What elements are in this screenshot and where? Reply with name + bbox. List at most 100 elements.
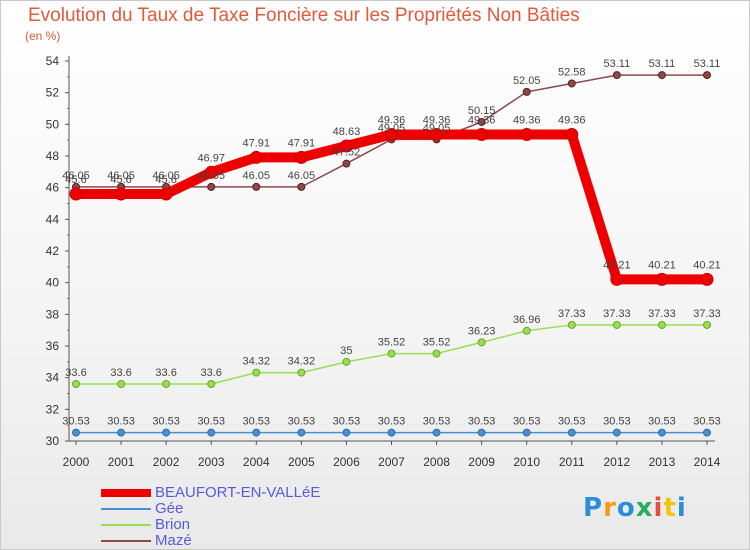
data-point <box>114 187 128 201</box>
x-tick-label: 2006 <box>333 455 360 469</box>
data-label: 30.53 <box>693 416 721 428</box>
data-point <box>297 368 306 377</box>
logo-letter: P <box>583 493 604 523</box>
data-label: 46.05 <box>62 170 90 182</box>
data-point <box>703 428 711 437</box>
data-label: 30.53 <box>107 416 135 428</box>
data-point <box>432 349 441 358</box>
data-point <box>72 428 80 437</box>
data-point <box>252 182 261 191</box>
y-tick-label: 38 <box>46 307 60 321</box>
data-label: 33.6 <box>201 367 222 379</box>
chart-title: Evolution du Taux de Taxe Foncière sur l… <box>28 5 580 26</box>
logo-letter: t <box>663 493 677 523</box>
data-label: 37.33 <box>648 308 676 320</box>
data-point <box>162 428 171 437</box>
data-point <box>432 428 441 437</box>
legend-label: Brion <box>155 516 191 533</box>
data-label: 40.21 <box>693 259 721 271</box>
x-tick-label: 2003 <box>198 455 225 469</box>
y-tick-label: 48 <box>46 149 60 163</box>
data-point <box>207 380 216 388</box>
data-point <box>612 428 621 437</box>
legend-swatch <box>101 540 151 542</box>
data-label: 30.53 <box>423 416 451 428</box>
data-point <box>703 71 711 80</box>
data-label: 47.91 <box>243 137 271 149</box>
data-label: 53.11 <box>603 58 630 70</box>
data-point <box>567 79 576 88</box>
data-label: 36.23 <box>468 325 496 337</box>
data-label: 46.05 <box>243 170 271 182</box>
data-label: 49.36 <box>423 114 451 126</box>
data-point <box>520 127 534 141</box>
y-tick-label: 44 <box>46 212 60 226</box>
data-label: 40.21 <box>603 259 631 271</box>
x-tick-label: 2013 <box>649 455 676 469</box>
data-label: 34.32 <box>243 356 271 368</box>
data-label: 37.33 <box>603 308 631 320</box>
data-label: 30.53 <box>648 416 676 428</box>
x-tick-label: 2007 <box>378 455 405 469</box>
y-tick-label: 54 <box>46 54 60 68</box>
data-label: 46.05 <box>288 170 316 182</box>
data-label: 35.52 <box>423 337 451 349</box>
data-point <box>657 71 666 80</box>
y-tick-label: 46 <box>46 181 60 195</box>
data-point <box>342 428 351 437</box>
data-label: 52.05 <box>513 75 541 87</box>
data-point <box>249 150 263 164</box>
data-label: 36.96 <box>513 314 541 326</box>
legend-item: Mazé <box>101 532 301 549</box>
data-label: 49.36 <box>468 114 496 126</box>
data-point <box>72 380 80 388</box>
data-label: 30.53 <box>62 416 90 428</box>
data-point <box>387 349 396 358</box>
legend-swatch <box>101 524 151 526</box>
data-point <box>475 127 489 141</box>
data-point <box>252 368 261 377</box>
data-point <box>207 428 216 437</box>
y-tick-label: 34 <box>46 371 60 385</box>
proxiti-logo: Proxiti <box>583 493 687 523</box>
data-point <box>69 187 83 201</box>
data-point <box>655 272 669 286</box>
data-point <box>610 272 624 286</box>
data-point <box>700 272 714 286</box>
data-label: 49.05 <box>423 122 451 134</box>
data-label: 53.11 <box>649 58 676 70</box>
data-label: 45.6 <box>110 174 131 186</box>
logo-letter: i <box>676 493 687 523</box>
legend-item: Brion <box>101 516 301 533</box>
data-label: 34.32 <box>288 356 316 368</box>
legend-swatch <box>101 508 151 510</box>
data-point <box>430 127 444 141</box>
legend-swatch <box>101 489 151 497</box>
logo-letter: o <box>616 493 636 523</box>
data-label: 30.53 <box>243 416 271 428</box>
y-tick-label: 40 <box>46 276 60 290</box>
y-tick-label: 42 <box>46 244 60 258</box>
x-tick-label: 2009 <box>468 455 495 469</box>
data-point <box>117 428 126 437</box>
axes: 30 32 34 36 38 40 42 44 46 48 50 52 54 2000 2001 2002 20… <box>46 54 721 469</box>
data-label: 47.52 <box>333 147 361 159</box>
data-point <box>522 428 531 437</box>
logo-letter: i <box>653 493 664 523</box>
data-label: 30.53 <box>468 416 496 428</box>
data-label: 49.05 <box>378 122 406 134</box>
data-label: 47.91 <box>288 137 316 149</box>
x-tick-label: 2008 <box>423 455 450 469</box>
data-label: 53.11 <box>694 58 721 70</box>
data-point <box>522 87 531 96</box>
data-label: 50.15 <box>468 105 496 117</box>
data-label: 37.33 <box>693 308 721 320</box>
data-label: 35 <box>340 345 352 357</box>
data-label: 48.63 <box>333 126 361 138</box>
x-tick-label: 2004 <box>243 455 270 469</box>
y-tick-label: 52 <box>46 86 60 100</box>
x-tick-label: 2011 <box>559 455 585 469</box>
x-tick-label: 2001 <box>108 455 135 469</box>
